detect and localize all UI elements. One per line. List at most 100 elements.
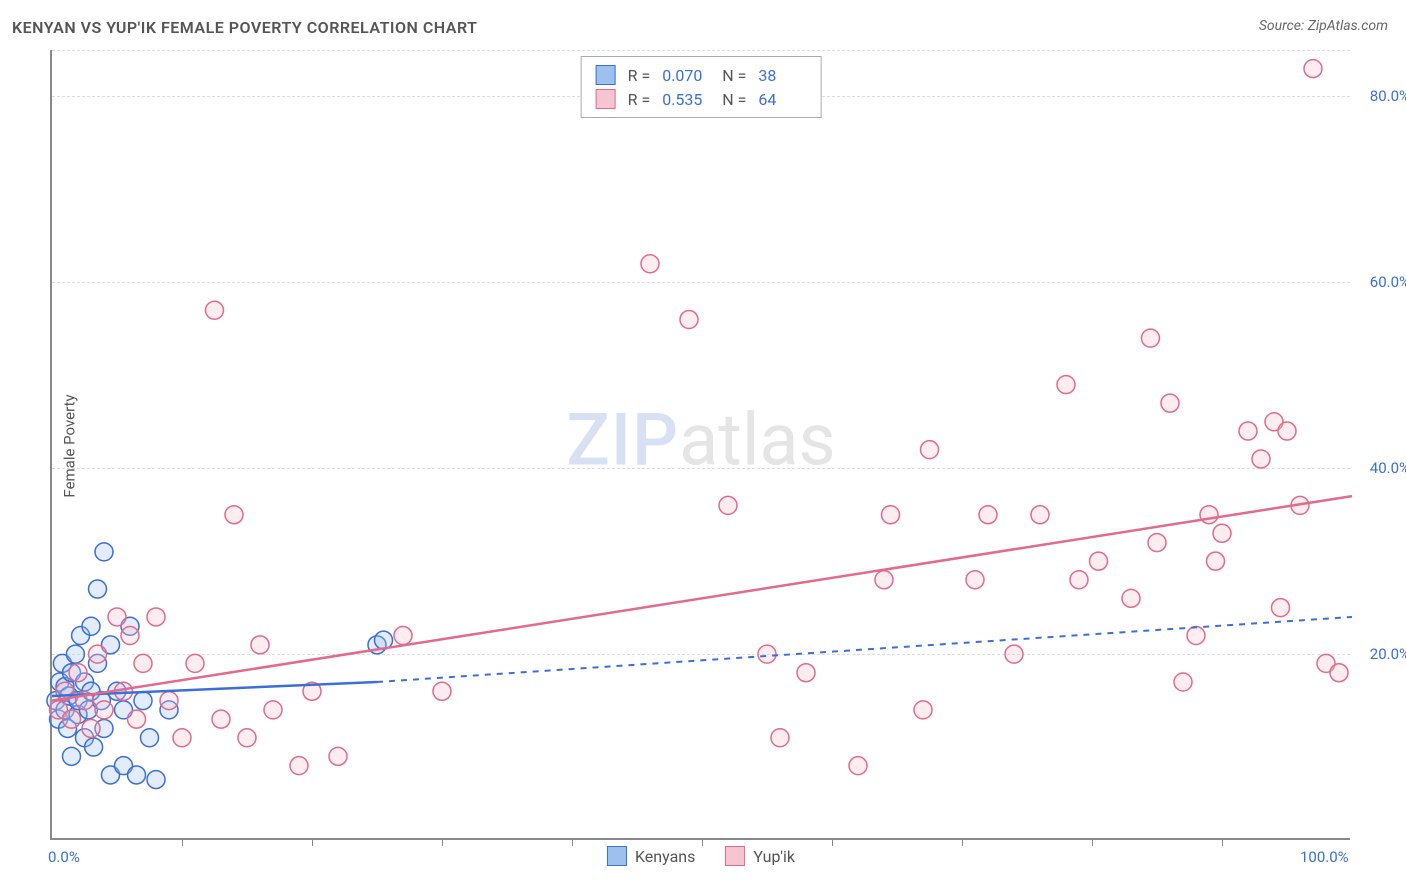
data-point-yupik bbox=[1330, 664, 1348, 682]
n-value: 38 bbox=[758, 66, 806, 85]
data-point-yupik bbox=[966, 571, 984, 589]
data-point-yupik bbox=[128, 710, 146, 728]
legend-series-label: Yup'ik bbox=[753, 847, 795, 866]
data-point-kenyans bbox=[128, 766, 146, 784]
data-point-yupik bbox=[329, 747, 347, 765]
data-point-kenyans bbox=[82, 617, 100, 635]
data-point-yupik bbox=[1272, 599, 1290, 617]
y-tick-label: 20.0% bbox=[1370, 645, 1406, 663]
data-point-yupik bbox=[225, 506, 243, 524]
source-label: Source: ZipAtlas.com bbox=[1259, 18, 1388, 34]
x-tick bbox=[1222, 838, 1223, 846]
n-label: N = bbox=[722, 90, 746, 109]
n-value: 64 bbox=[758, 90, 806, 109]
data-point-yupik bbox=[160, 692, 178, 710]
data-point-yupik bbox=[108, 608, 126, 626]
data-point-kenyans bbox=[66, 645, 84, 663]
data-point-yupik bbox=[1239, 422, 1257, 440]
data-point-yupik bbox=[758, 645, 776, 663]
legend-swatch bbox=[596, 89, 616, 109]
data-point-kenyans bbox=[147, 771, 165, 789]
plot-area: ZIPatlas 20.0%40.0%60.0%80.0% 0.0%100.0%… bbox=[50, 50, 1350, 840]
data-point-yupik bbox=[979, 506, 997, 524]
r-label: R = bbox=[628, 90, 651, 109]
data-point-yupik bbox=[1174, 673, 1192, 691]
x-tick bbox=[1092, 838, 1093, 846]
data-point-yupik bbox=[290, 757, 308, 775]
data-point-yupik bbox=[882, 506, 900, 524]
x-tick-label: 0.0% bbox=[48, 848, 80, 866]
legend-swatch bbox=[725, 846, 745, 866]
data-point-kenyans bbox=[85, 738, 103, 756]
data-point-yupik bbox=[1148, 534, 1166, 552]
data-point-yupik bbox=[394, 627, 412, 645]
data-point-yupik bbox=[206, 301, 224, 319]
data-point-yupik bbox=[63, 710, 81, 728]
data-point-kenyans bbox=[134, 692, 152, 710]
x-tick bbox=[832, 838, 833, 846]
legend-series-label: Kenyans bbox=[635, 847, 695, 866]
data-point-yupik bbox=[719, 496, 737, 514]
data-point-yupik bbox=[433, 682, 451, 700]
data-point-yupik bbox=[1090, 552, 1108, 570]
x-tick bbox=[572, 838, 573, 846]
data-point-yupik bbox=[264, 701, 282, 719]
data-point-yupik bbox=[797, 664, 815, 682]
x-tick bbox=[312, 838, 313, 846]
data-point-kenyans bbox=[63, 747, 81, 765]
x-tick bbox=[182, 838, 183, 846]
legend-stats-row: R = 0.535 N = 64 bbox=[596, 87, 807, 111]
data-point-yupik bbox=[771, 729, 789, 747]
data-point-yupik bbox=[1304, 60, 1322, 78]
y-tick-label: 40.0% bbox=[1370, 459, 1406, 477]
data-point-yupik bbox=[251, 636, 269, 654]
data-point-yupik bbox=[95, 701, 113, 719]
data-point-yupik bbox=[1122, 589, 1140, 607]
data-point-yupik bbox=[1187, 627, 1205, 645]
r-label: R = bbox=[628, 66, 651, 85]
legend-series: Kenyans Yup'ik bbox=[607, 846, 795, 866]
data-point-yupik bbox=[914, 701, 932, 719]
scatter-overlay bbox=[52, 50, 1350, 838]
data-point-yupik bbox=[849, 757, 867, 775]
trend-line-yupik bbox=[52, 496, 1352, 700]
r-value: 0.070 bbox=[662, 66, 710, 85]
legend-series-item: Kenyans bbox=[607, 846, 695, 866]
data-point-yupik bbox=[1142, 329, 1160, 347]
y-tick-label: 80.0% bbox=[1370, 87, 1406, 105]
data-point-yupik bbox=[1207, 552, 1225, 570]
data-point-yupik bbox=[1031, 506, 1049, 524]
data-point-yupik bbox=[186, 654, 204, 672]
data-point-yupik bbox=[1057, 376, 1075, 394]
x-tick bbox=[702, 838, 703, 846]
data-point-yupik bbox=[89, 645, 107, 663]
data-point-yupik bbox=[921, 441, 939, 459]
x-tick-label: 100.0% bbox=[1300, 848, 1349, 866]
data-point-yupik bbox=[1213, 524, 1231, 542]
data-point-yupik bbox=[1161, 394, 1179, 412]
legend-stats-row: R = 0.070 N = 38 bbox=[596, 63, 807, 87]
data-point-yupik bbox=[134, 654, 152, 672]
data-point-yupik bbox=[82, 719, 100, 737]
legend-swatch bbox=[596, 65, 616, 85]
n-label: N = bbox=[722, 66, 746, 85]
legend-stats: R = 0.070 N = 38 R = 0.535 N = 64 bbox=[581, 56, 822, 118]
x-tick bbox=[442, 838, 443, 846]
data-point-yupik bbox=[1200, 506, 1218, 524]
chart-container: KENYAN VS YUP'IK FEMALE POVERTY CORRELAT… bbox=[0, 0, 1406, 892]
data-point-yupik bbox=[238, 729, 256, 747]
data-point-kenyans bbox=[95, 543, 113, 561]
legend-series-item: Yup'ik bbox=[725, 846, 795, 866]
data-point-yupik bbox=[212, 710, 230, 728]
data-point-yupik bbox=[121, 627, 139, 645]
data-point-yupik bbox=[1070, 571, 1088, 589]
chart-title: KENYAN VS YUP'IK FEMALE POVERTY CORRELAT… bbox=[12, 18, 477, 37]
r-value: 0.535 bbox=[662, 90, 710, 109]
data-point-yupik bbox=[1005, 645, 1023, 663]
data-point-kenyans bbox=[89, 580, 107, 598]
data-point-kenyans bbox=[141, 729, 159, 747]
y-tick-label: 60.0% bbox=[1370, 273, 1406, 291]
data-point-yupik bbox=[1252, 450, 1270, 468]
legend-swatch bbox=[607, 846, 627, 866]
data-point-yupik bbox=[147, 608, 165, 626]
